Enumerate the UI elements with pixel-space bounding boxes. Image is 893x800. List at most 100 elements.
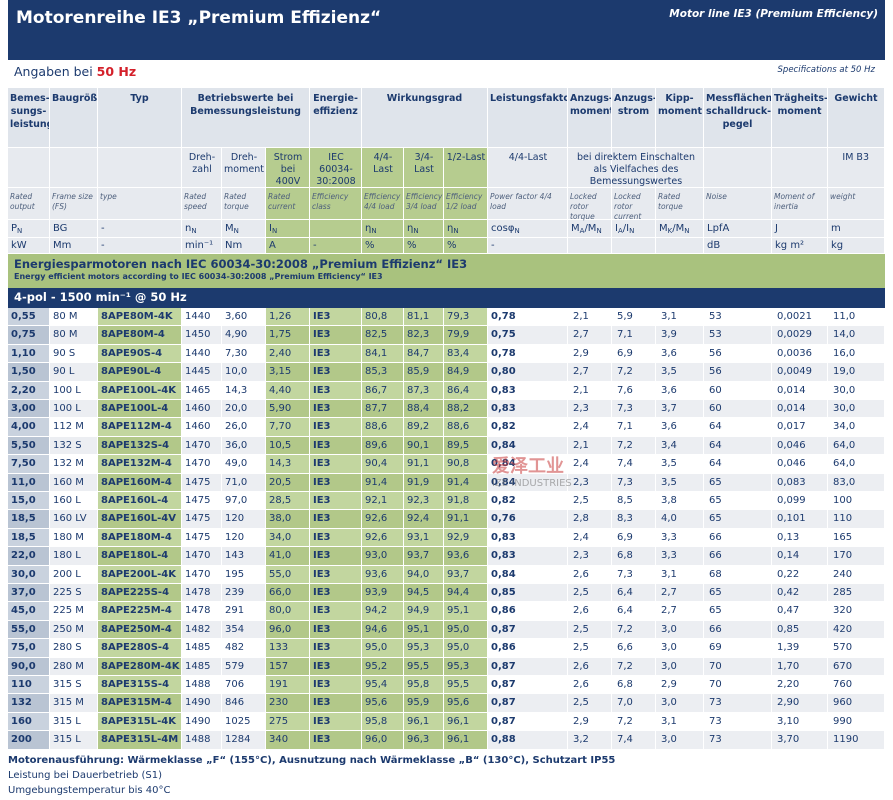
table-cell: 3,2	[568, 731, 612, 750]
unit: -	[491, 240, 495, 251]
table-cell: 87,3	[404, 381, 444, 400]
table-cell: 89,2	[404, 418, 444, 437]
table-cell: 93,7	[404, 547, 444, 566]
table-cell: 230	[266, 694, 310, 713]
table-cell: 85,3	[362, 363, 404, 382]
table-cell: 4,0	[656, 510, 704, 529]
header-cell	[50, 148, 98, 188]
table-cell: 1025	[222, 712, 266, 732]
spec-value: 50 Hz	[96, 64, 137, 79]
table-cell: 95,0	[444, 620, 488, 640]
table-cell: 90,8	[444, 455, 488, 474]
unit: kg	[831, 240, 844, 251]
table-cell: 0,101	[772, 510, 828, 529]
table-cell: 8APE315M-4	[98, 694, 182, 713]
watermark: 爱泽工业	[492, 456, 564, 477]
header-cell	[828, 148, 885, 188]
table-cell: 64	[704, 455, 772, 474]
table-cell: 1440	[182, 308, 222, 327]
header-cell	[266, 238, 310, 254]
english-heading: Noise	[706, 192, 727, 201]
table-cell: 56	[704, 363, 772, 382]
english-heading: Power factor 4/4 load	[490, 192, 552, 211]
table-cell: 0,0036	[772, 344, 828, 364]
table-cell: 91,9	[404, 473, 444, 492]
table-cell: 132 S	[50, 436, 98, 456]
symbol-text: -	[101, 223, 105, 234]
table-cell: 20,5	[266, 473, 310, 492]
table-cell: 91,4	[444, 473, 488, 492]
table-cell: 85,9	[404, 363, 444, 382]
table-cell: 60	[704, 400, 772, 419]
table-cell: 2,6	[568, 676, 612, 695]
table-cell: 3,6	[656, 381, 704, 400]
table-cell: IE3	[310, 436, 362, 456]
table-cell: 3,0	[656, 657, 704, 676]
table-cell: 91,1	[444, 510, 488, 529]
table-cell: IE3	[310, 473, 362, 492]
table-cell: 97,0	[222, 492, 266, 511]
table-cell: IE3	[310, 602, 362, 621]
table-cell: 96,1	[444, 712, 488, 732]
table-cell: 100	[828, 492, 885, 511]
header-cell	[266, 188, 310, 220]
header-cell	[266, 220, 310, 238]
sub-heading: 4/4-Last	[373, 152, 393, 175]
spec-label: Angaben bei	[14, 64, 93, 79]
symbol-text: P	[11, 223, 18, 234]
header-cell	[362, 238, 404, 254]
table-cell: 1470	[182, 436, 222, 456]
symbol-subscript: N	[413, 227, 419, 235]
symbol-text: LpfA	[707, 223, 730, 234]
table-cell: 86,7	[362, 381, 404, 400]
table-cell: 4,40	[266, 381, 310, 400]
sub-heading: Dreh­moment	[224, 152, 264, 175]
table-cell: 170	[828, 547, 885, 566]
english-heading: Efficiency 3/4 load	[406, 192, 443, 211]
table-cell: IE3	[310, 565, 362, 584]
table-cell: IE3	[310, 510, 362, 529]
table-cell: 55,0	[266, 565, 310, 584]
table-cell: 92,4	[404, 510, 444, 529]
table-cell: 80,8	[362, 308, 404, 327]
table-cell: 0,86	[488, 602, 568, 621]
table-cell: 95,3	[444, 657, 488, 676]
symbol: LpfA	[704, 220, 772, 238]
table-cell: 70	[704, 676, 772, 695]
table-cell: 10,0	[222, 363, 266, 382]
symbol-text: /M	[672, 223, 685, 234]
table-cell: 165	[828, 528, 885, 548]
table-cell: 3,3	[656, 547, 704, 566]
group-title: 4-pol - 1500 min⁻¹ @ 50 Hz	[14, 290, 187, 304]
column-heading: Baugröße	[50, 88, 98, 148]
table-cell: 95,0	[444, 639, 488, 658]
table-cell: 8APE315S-4	[98, 676, 182, 695]
symbol: MN	[222, 220, 266, 238]
table-cell: 1445	[182, 363, 222, 382]
header-cell	[488, 148, 568, 188]
table-cell: 2,5	[568, 639, 612, 658]
table-cell: 80,0	[266, 602, 310, 621]
table-cell: 2,5	[568, 620, 612, 640]
sub-heading: Dreh­zahl	[188, 152, 216, 175]
table-cell: 94,4	[444, 584, 488, 603]
column-heading: Energie­effizienz	[310, 88, 362, 148]
table-cell: 3,0	[656, 620, 704, 640]
table-cell: 0,84	[488, 455, 568, 474]
table-cell: 0,78	[488, 308, 568, 327]
table-cell: 482	[222, 639, 266, 658]
symbol-text: n	[185, 223, 192, 234]
table-cell: 34,0	[266, 528, 310, 548]
table-cell: 7,70	[266, 418, 310, 437]
table-cell: 7,50	[8, 455, 50, 474]
table-cell: 2,7	[656, 602, 704, 621]
table-cell: 0,13	[772, 528, 828, 548]
table-cell: 315 M	[50, 694, 98, 713]
table-cell: 66,0	[266, 584, 310, 603]
table-cell: 22,0	[8, 547, 50, 566]
table-cell: 3,0	[656, 639, 704, 658]
table-cell: 0,78	[488, 344, 568, 364]
table-cell: 79,3	[444, 308, 488, 327]
header-cell	[98, 148, 182, 188]
table-cell: 2,9	[568, 344, 612, 364]
